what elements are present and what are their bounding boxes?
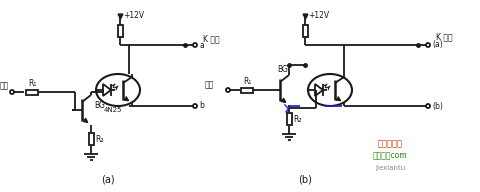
Text: 4N25: 4N25 [104,107,122,113]
Bar [287,113,291,125]
Text: +12V: +12V [123,12,144,21]
Text: BG: BG [277,65,288,74]
Text: K 常开: K 常开 [203,35,220,44]
Bar [302,25,308,37]
Text: R₂: R₂ [293,114,301,123]
Circle shape [193,104,197,108]
Text: R₂: R₂ [95,135,104,143]
Text: 电子发烧友: 电子发烧友 [377,140,403,148]
Ellipse shape [308,74,352,106]
Circle shape [226,88,230,92]
Bar [118,25,122,37]
Circle shape [426,104,430,108]
Text: +12V: +12V [308,12,329,21]
Text: BG: BG [94,100,105,109]
Bar [26,89,38,94]
Text: jiexiantu: jiexiantu [375,165,405,171]
Text: a: a [199,41,204,50]
Text: R₁: R₁ [28,79,36,89]
Text: 接线图．com: 接线图．com [372,151,408,161]
Text: R₁: R₁ [243,78,251,87]
Text: (b): (b) [432,102,443,111]
Text: 输入: 输入 [205,80,214,89]
Text: K 常闭: K 常闭 [436,32,453,41]
Circle shape [193,43,197,47]
Text: (a): (a) [101,175,115,185]
Ellipse shape [96,74,140,106]
Text: (b): (b) [298,175,312,185]
Circle shape [426,43,430,47]
Text: (a): (a) [432,41,443,50]
Text: b: b [199,102,204,111]
Bar [88,133,94,145]
Bar [241,88,253,93]
Circle shape [10,90,14,94]
Text: 输入: 输入 [0,81,9,90]
